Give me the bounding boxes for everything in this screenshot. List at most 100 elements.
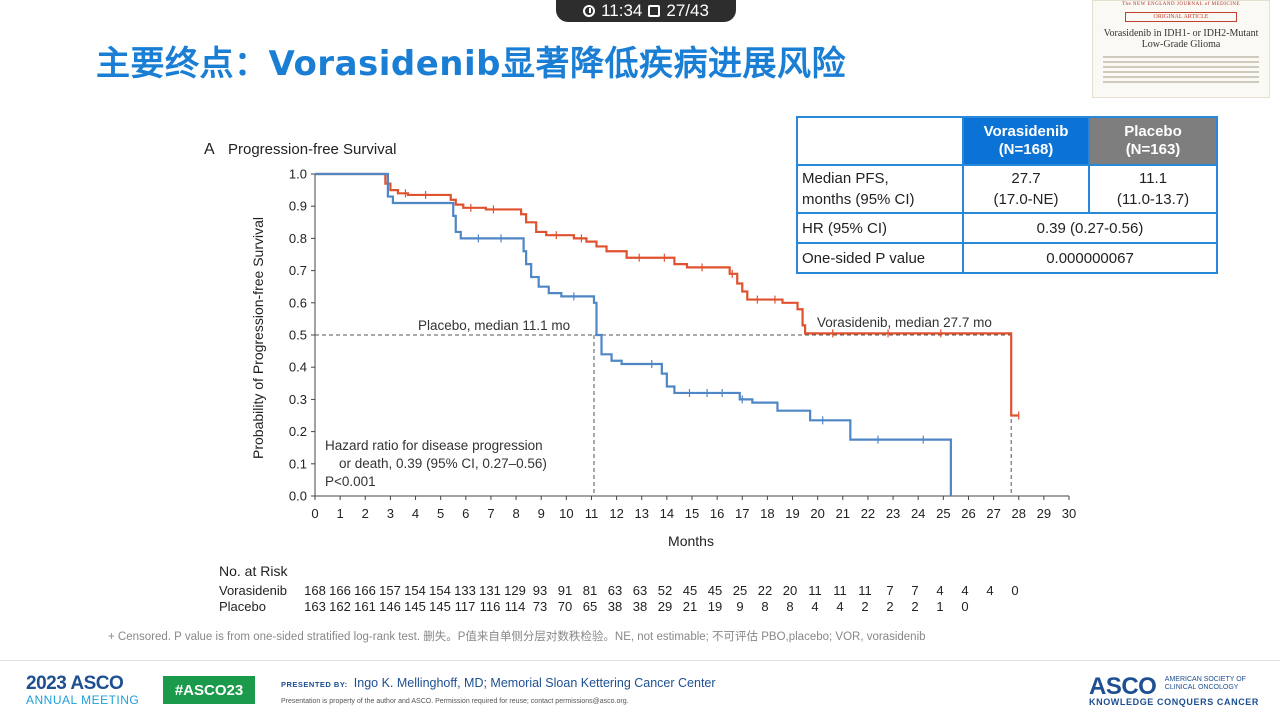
- risk-value-placebo: 2: [861, 599, 868, 614]
- risk-value-vorasidenib: 93: [533, 583, 547, 598]
- table-header-placebo: Placebo (N=163): [1088, 116, 1218, 166]
- asco-annual-meeting-logo: 2023 ASCO ANNUAL MEETING: [26, 674, 139, 706]
- y-tick-label: 0.4: [289, 360, 307, 375]
- risk-value-placebo: 162: [329, 599, 351, 614]
- journal-header: The NEW ENGLAND JOURNAL of MEDICINE: [1121, 2, 1241, 7]
- row-pvalue-value: 0.000000067: [962, 242, 1218, 274]
- risk-value-placebo: 146: [379, 599, 401, 614]
- median-pbo-ci: (11.0-13.7): [1116, 191, 1190, 208]
- asco-logo-text: ASCO: [1089, 673, 1157, 700]
- row-hr-label: HR (95% CI): [796, 212, 964, 244]
- x-tick-label: 18: [760, 506, 774, 521]
- hashtag-badge: #ASCO23: [163, 676, 255, 704]
- median-pbo-value: 11.1: [1138, 170, 1168, 187]
- risk-value-placebo: 163: [304, 599, 326, 614]
- x-tick-label: 30: [1062, 506, 1076, 521]
- risk-value-placebo: 65: [583, 599, 597, 614]
- x-tick-label: 17: [735, 506, 749, 521]
- asco-year-logo: 2023 ASCO: [26, 673, 124, 694]
- risk-value-vorasidenib: 52: [658, 583, 672, 598]
- x-tick-label: 3: [387, 506, 394, 521]
- risk-value-vorasidenib: 45: [683, 583, 697, 598]
- journal-thumbnail: The NEW ENGLAND JOURNAL of MEDICINE ORIG…: [1092, 0, 1270, 98]
- risk-row-vorasidenib-label: Vorasidenib: [219, 583, 287, 598]
- x-tick-label: 27: [986, 506, 1000, 521]
- asco-tagline: KNOWLEDGE CONQUERS CANCER: [1089, 697, 1260, 707]
- x-tick-label: 28: [1011, 506, 1025, 521]
- vorasidenib-median-label: Vorasidenib, median 27.7 mo: [817, 315, 992, 330]
- status-indicator: 11:34 27/43: [556, 0, 736, 22]
- risk-value-vorasidenib: 131: [479, 583, 501, 598]
- risk-value-placebo: 9: [736, 599, 743, 614]
- risk-value-vorasidenib: 7: [886, 583, 893, 598]
- x-tick-label: 29: [1037, 506, 1051, 521]
- risk-value-vorasidenib: 81: [583, 583, 597, 598]
- x-tick-label: 19: [785, 506, 799, 521]
- status-time: 11:34: [601, 1, 643, 20]
- risk-value-placebo: 70: [558, 599, 572, 614]
- risk-value-placebo: 8: [761, 599, 768, 614]
- x-tick-label: 5: [437, 506, 444, 521]
- risk-value-vorasidenib: 154: [429, 583, 451, 598]
- risk-value-vorasidenib: 4: [961, 583, 968, 598]
- panel-label: A: [204, 141, 215, 158]
- row-median-pfs-label: Median PFS, months (95% CI): [796, 164, 964, 214]
- risk-value-vorasidenib: 154: [404, 583, 426, 598]
- risk-value-vorasidenib: 22: [758, 583, 772, 598]
- x-tick-label: 20: [810, 506, 824, 521]
- risk-value-placebo: 114: [505, 599, 526, 614]
- median-pbo-cell: 11.1 (11.0-13.7): [1088, 164, 1218, 214]
- society-line2: CLINICAL ONCOLOGY: [1164, 684, 1239, 691]
- risk-value-placebo: 21: [683, 599, 697, 614]
- annual-meeting-label: ANNUAL MEETING: [26, 693, 140, 707]
- median-vora-ci: (17.0-NE): [993, 191, 1059, 208]
- risk-value-vorasidenib: 25: [733, 583, 747, 598]
- median-vora-value: 27.7: [1011, 170, 1041, 187]
- y-tick-label: 0.3: [289, 392, 307, 407]
- median-vora-cell: 27.7 (17.0-NE): [962, 164, 1090, 214]
- risk-value-vorasidenib: 4: [936, 583, 943, 598]
- y-axis-label: Probability of Progression-free Survival: [250, 217, 266, 459]
- x-tick-label: 2: [362, 506, 369, 521]
- clock-icon: [583, 5, 596, 17]
- row-hr-value: 0.39 (0.27-0.56): [962, 212, 1218, 244]
- header-pbo-name: Placebo: [1124, 123, 1182, 140]
- risk-value-placebo: 1: [936, 599, 943, 614]
- y-tick-label: 0.2: [289, 424, 307, 439]
- x-tick-label: 13: [634, 506, 648, 521]
- presenter-name: Ingo K. Mellinghoff, MD; Memorial Sloan …: [353, 676, 716, 690]
- risk-value-placebo: 38: [608, 599, 622, 614]
- x-tick-label: 0: [311, 506, 318, 521]
- footer-disclaimer: Presentation is property of the author a…: [281, 698, 629, 705]
- slide-title: 主要终点：Vorasidenib显著降低疾病进展风险: [96, 44, 847, 84]
- risk-value-vorasidenib: 129: [504, 583, 526, 598]
- risk-value-placebo: 2: [911, 599, 918, 614]
- y-tick-label: 0.7: [289, 263, 307, 278]
- risk-value-vorasidenib: 45: [708, 583, 722, 598]
- median-label-line1: Median PFS,: [802, 170, 889, 187]
- journal-badge: ORIGINAL ARTICLE: [1125, 12, 1237, 22]
- risk-value-placebo: 29: [658, 599, 672, 614]
- footnote: + Censored. P value is from one-sided st…: [108, 631, 926, 643]
- risk-value-vorasidenib: 166: [329, 583, 351, 598]
- risk-value-vorasidenib: 168: [304, 583, 326, 598]
- hr-annotation-line1: Hazard ratio for disease progression: [325, 438, 543, 453]
- presenter-line: PRESENTED BY: Ingo K. Mellinghoff, MD; Me…: [281, 676, 716, 690]
- risk-value-placebo: 73: [533, 599, 547, 614]
- risk-row-placebo-label: Placebo: [219, 599, 266, 614]
- x-tick-label: 14: [660, 506, 674, 521]
- status-page: 27/43: [666, 1, 709, 20]
- pfs-summary-table: Vorasidenib (N=168) Placebo (N=163) Medi…: [796, 116, 1218, 274]
- risk-value-placebo: 145: [429, 599, 451, 614]
- x-tick-label: 25: [936, 506, 950, 521]
- asco-society-logo: ASCO AMERICAN SOCIETY OF CLINICAL ONCOLO…: [1089, 673, 1258, 707]
- risk-value-placebo: 38: [633, 599, 647, 614]
- y-tick-label: 0.1: [289, 456, 307, 471]
- hr-annotation-pvalue: P<0.001: [325, 474, 376, 489]
- x-tick-label: 9: [538, 506, 545, 521]
- asco-society-name: AMERICAN SOCIETY OF CLINICAL ONCOLOGY: [1165, 676, 1246, 692]
- x-tick-label: 23: [886, 506, 900, 521]
- risk-value-placebo: 0: [961, 599, 968, 614]
- page-icon: [648, 5, 661, 17]
